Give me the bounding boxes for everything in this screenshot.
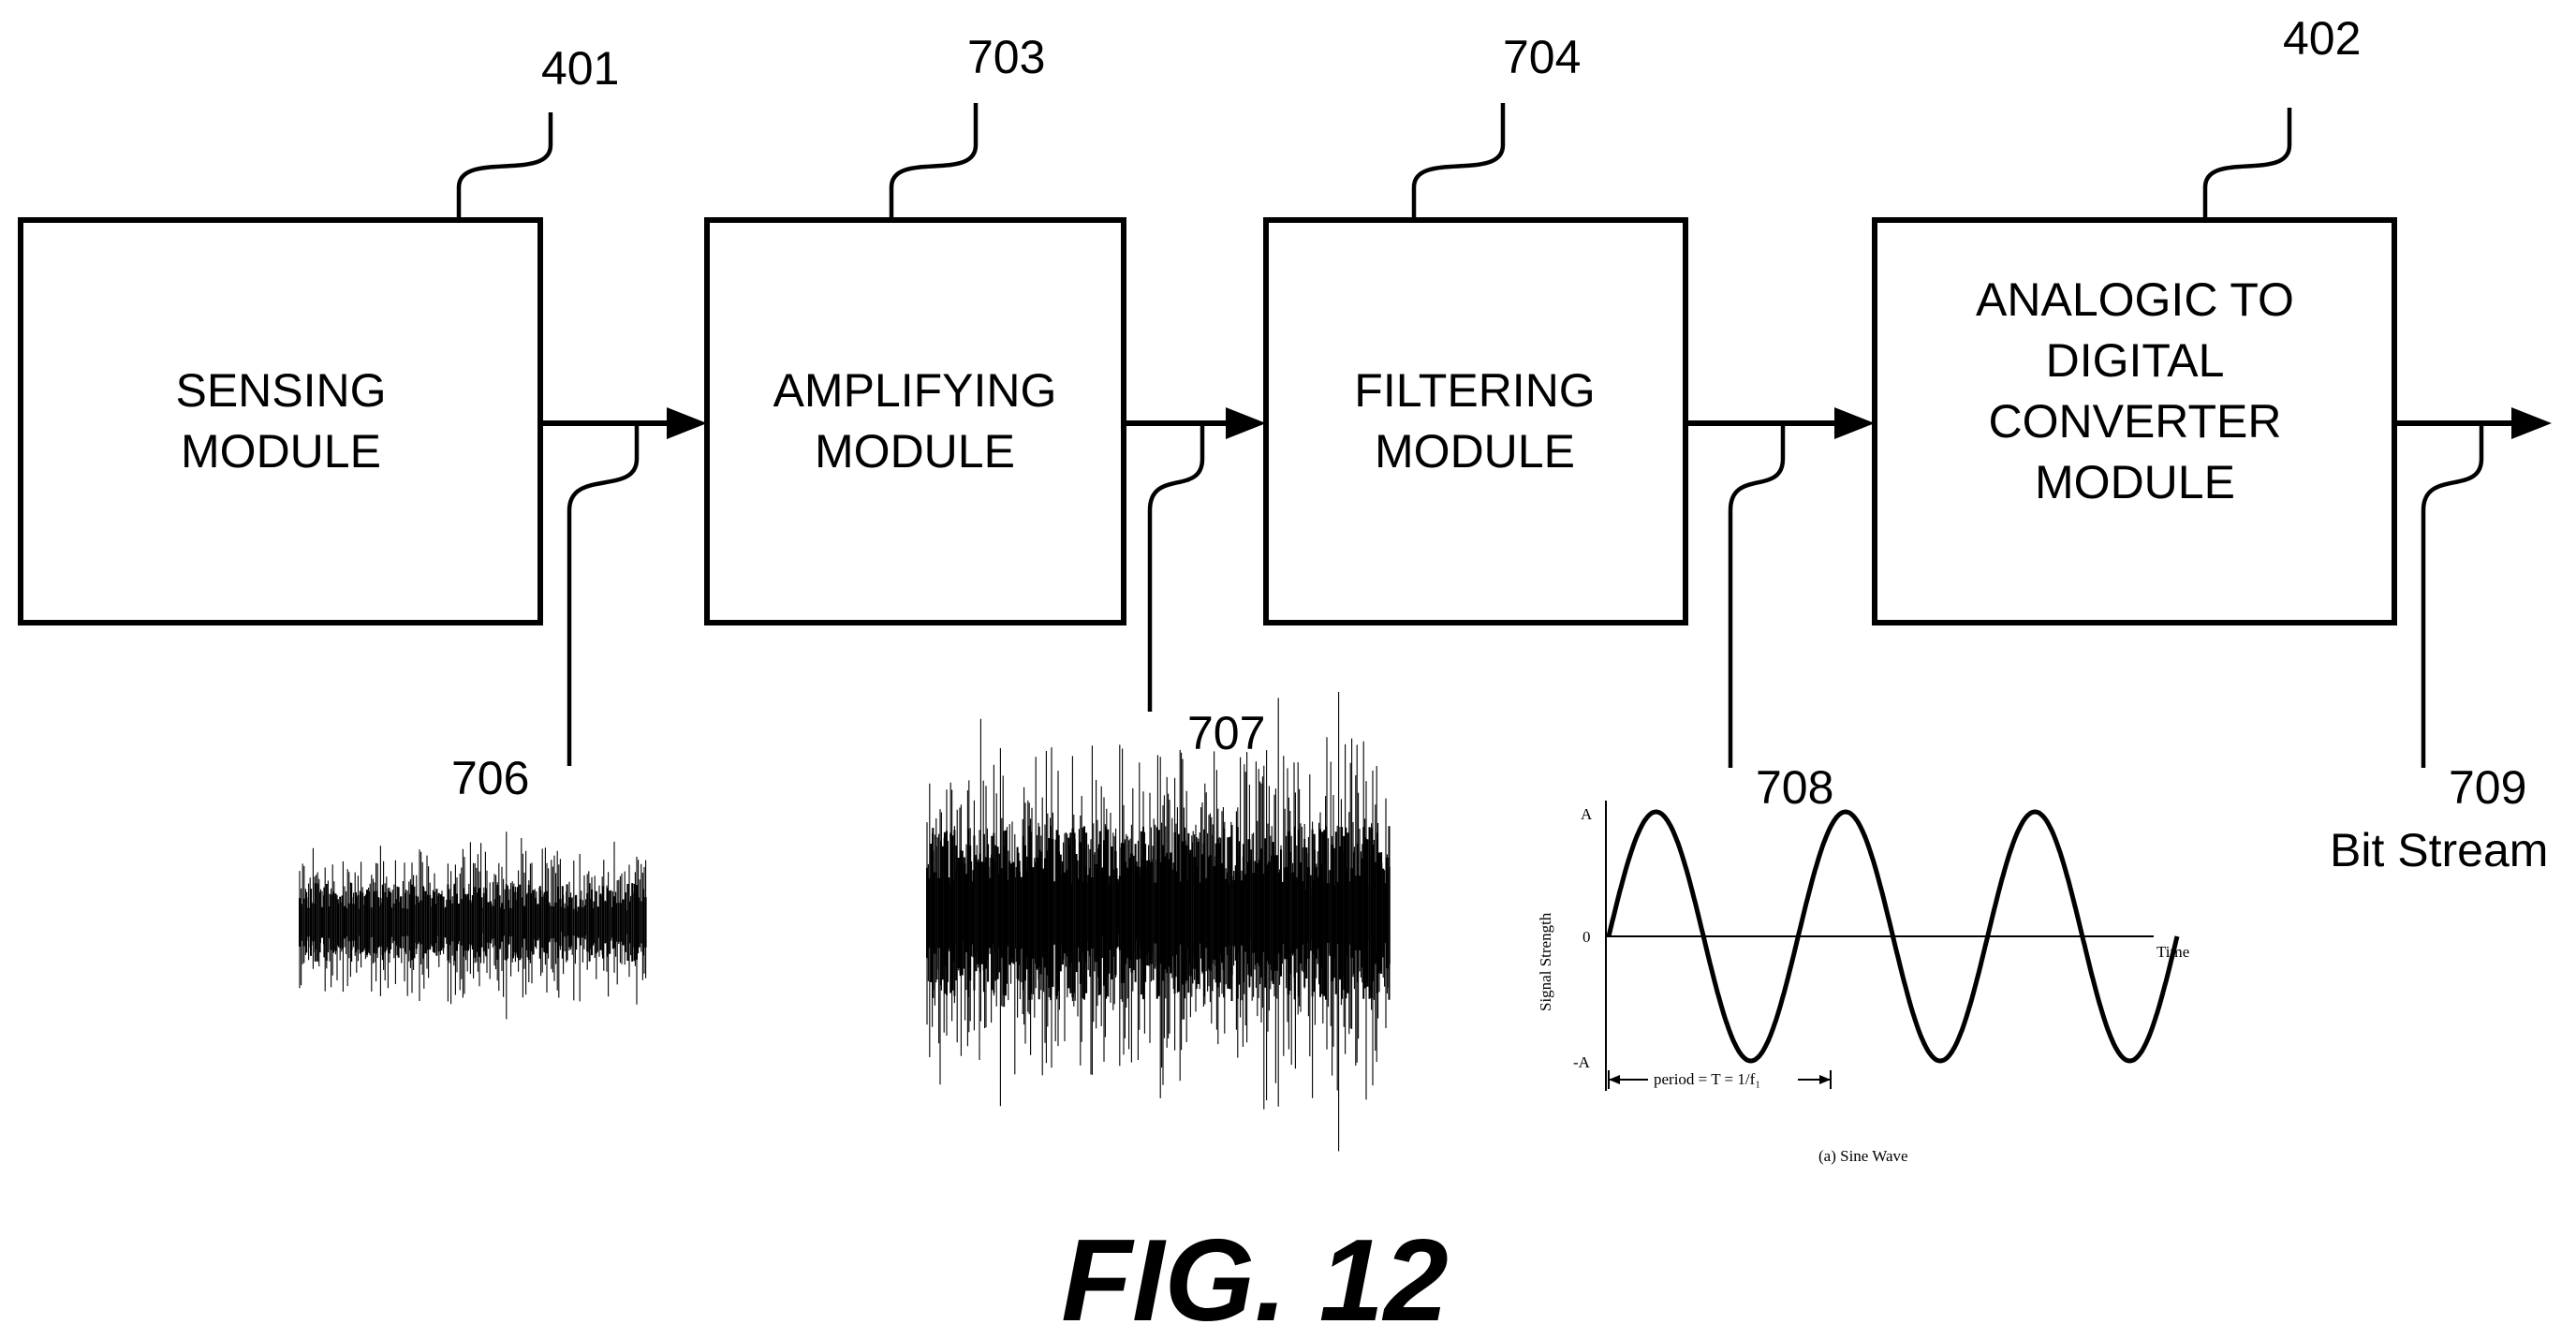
filtering-module-label-line1: FILTERING [1354, 364, 1595, 417]
ref-401: 401 [459, 42, 619, 218]
figure-label: FIG. 12 [1061, 1216, 1448, 1339]
sensing-module-label-line2: MODULE [181, 425, 381, 478]
ref-703-number: 703 [967, 31, 1045, 83]
ref-706-number: 706 [451, 752, 529, 804]
adc-module: ANALOGIC TO DIGITAL CONVERTER MODULE [1875, 220, 2394, 623]
ref-709-number: 709 [2449, 761, 2526, 814]
sine-tick-bottom: -A [1573, 1053, 1591, 1071]
ref-707-number: 707 [1187, 707, 1265, 759]
ref-703: 703 [891, 31, 1045, 218]
sine-y-label: Signal Strength [1537, 912, 1554, 1011]
period-label: period = T = 1/f₁ [1654, 1070, 1760, 1088]
ref-402: 402 [2205, 12, 2361, 218]
sine-caption: (a) Sine Wave [1818, 1147, 1908, 1165]
ref-704-number: 704 [1503, 31, 1581, 83]
raw-noise-waveform [300, 831, 646, 1019]
sensing-module: SENSING MODULE [21, 220, 540, 623]
arrow-amplifying-to-filtering [1124, 407, 1266, 439]
filtering-module-label-line2: MODULE [1375, 425, 1575, 478]
period-marker: period = T = 1/f₁ [1609, 1068, 1831, 1089]
ref-707: 707 [1150, 423, 1265, 759]
ref-704: 704 [1414, 31, 1581, 218]
amplified-noise-waveform [927, 692, 1390, 1152]
sine-wave-plot: A 0 -A Time Signal Strength period = T =… [1537, 801, 2189, 1165]
adc-module-label-line2: DIGITAL [2046, 334, 2225, 387]
adc-module-label-line3: CONVERTER [1988, 395, 2281, 448]
sensing-module-label-line1: SENSING [175, 364, 386, 417]
filtering-module: FILTERING MODULE [1266, 220, 1685, 623]
ref-708-number: 708 [1756, 761, 1833, 814]
amplifying-module-label-line2: MODULE [815, 425, 1015, 478]
arrow-sensing-to-amplifying [540, 407, 707, 439]
adc-module-label-line4: MODULE [2035, 456, 2235, 508]
ref-402-number: 402 [2283, 12, 2361, 65]
arrow-adc-output [2394, 407, 2552, 439]
adc-module-label-line1: ANALOGIC TO [1976, 273, 2294, 326]
sine-tick-top: A [1581, 805, 1593, 823]
bit-stream-label: Bit Stream [2330, 824, 2548, 876]
sine-tick-zero: 0 [1582, 928, 1591, 946]
ref-401-number: 401 [541, 42, 619, 95]
ref-708: 708 [1730, 423, 1833, 814]
arrow-filtering-to-adc [1685, 407, 1875, 439]
amplifying-module: AMPLIFYING MODULE [707, 220, 1124, 623]
amplifying-module-label-line1: AMPLIFYING [773, 364, 1057, 417]
